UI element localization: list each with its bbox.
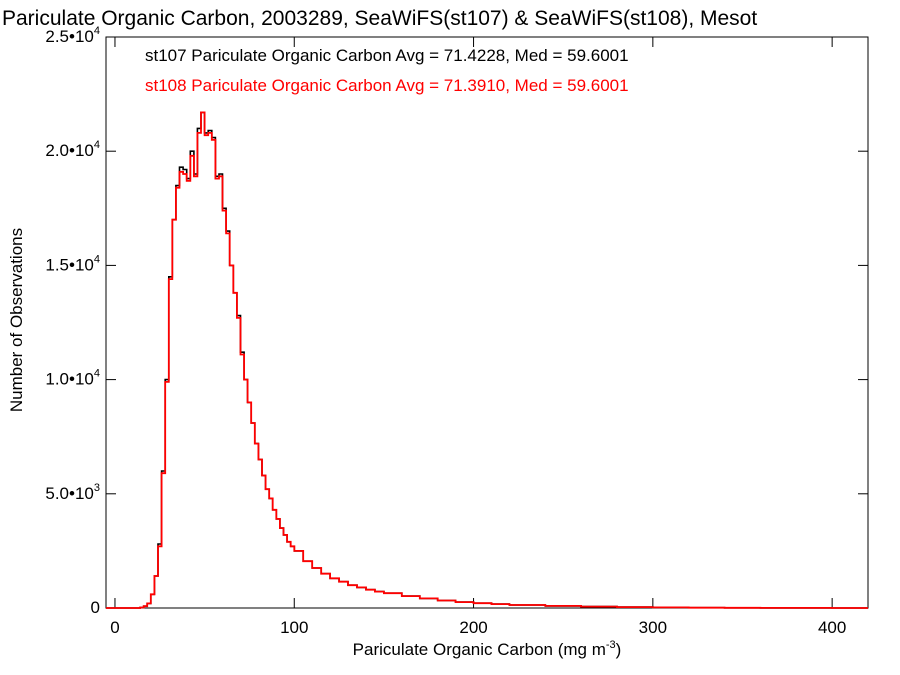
y-tick-label: 2.5•104 [45,25,100,46]
y-tick-label-text: 2.5•10 [45,27,94,46]
y-tick-label-text: 1.0•10 [45,370,94,389]
y-tick-label: 2.0•104 [45,139,100,160]
series-line-st108 [106,111,868,609]
x-tick-label: 400 [818,618,846,637]
y-tick-label-text: 5.0•10 [45,484,94,503]
x-tick-label: 200 [459,618,487,637]
legend-entry-st108: st108 Pariculate Organic Carbon Avg = 71… [145,76,629,95]
legend: st107 Pariculate Organic Carbon Avg = 71… [145,46,629,95]
y-tick-label-exponent: 4 [94,139,100,151]
plot-frame [105,36,869,609]
x-tick-label: 0 [110,618,119,637]
plot-area-border [105,36,869,609]
y-tick-label-exponent: 4 [94,25,100,37]
y-tick-label: 0 [91,598,100,617]
y-tick-label-text: 1.5•10 [45,255,94,274]
y-tick-label: 1.0•104 [45,368,100,389]
y-tick-label-exponent: 4 [94,368,100,380]
x-axis-label-close: ) [616,640,622,659]
x-tick-label: 300 [639,618,667,637]
x-axis-label: Pariculate Organic Carbon (mg m-3) [353,639,622,659]
x-axis-label-text: Pariculate Organic Carbon (mg m [353,640,606,659]
y-tick-label-text: 2.0•10 [45,141,94,160]
x-axis-label-exponent: -3 [606,639,616,651]
y-tick-label-text: 0 [91,598,100,617]
series-lines [106,111,868,609]
y-tick-label: 5.0•103 [45,482,100,503]
y-tick-label-exponent: 3 [94,482,100,494]
x-axis-ticks: 0 100 200 300 400 [110,37,846,637]
x-tick-label: 100 [280,618,308,637]
y-tick-label: 1.5•104 [45,253,100,274]
legend-entry-st107: st107 Pariculate Organic Carbon Avg = 71… [145,46,629,65]
chart-title: Pariculate Organic Carbon, 2003289, SeaW… [2,7,757,30]
y-axis-label: Number of Observations [7,228,26,412]
y-tick-label-exponent: 4 [94,253,100,265]
